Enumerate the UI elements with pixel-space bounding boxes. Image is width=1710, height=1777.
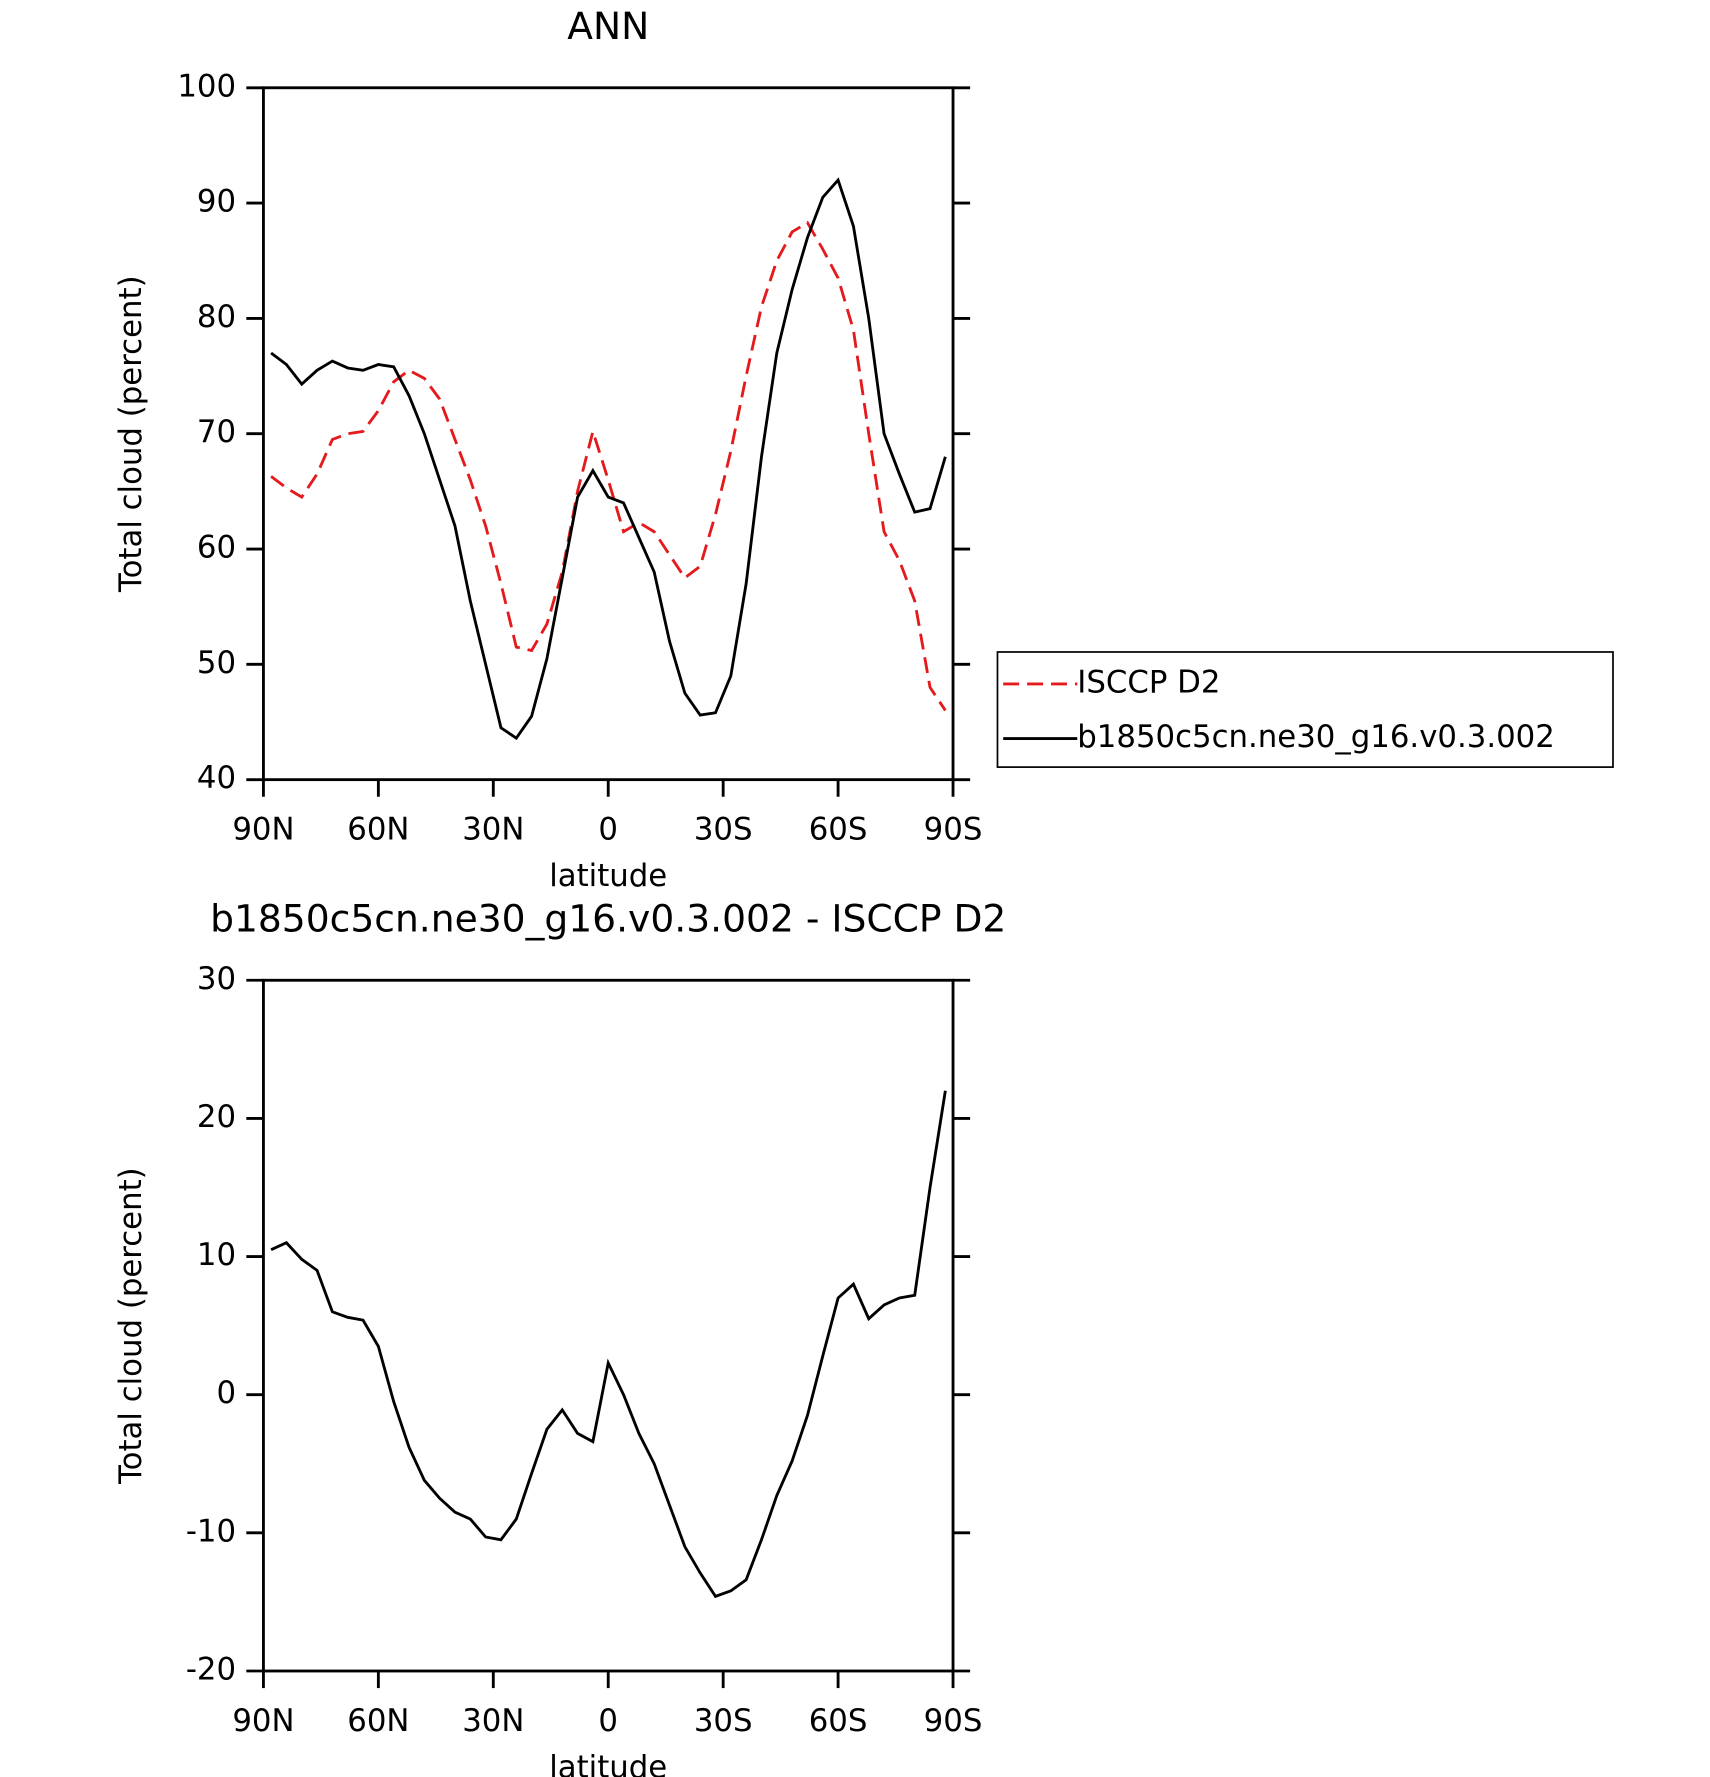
y-tick-label: 50 xyxy=(197,645,236,681)
y-tick-label: 10 xyxy=(197,1237,236,1273)
x-tick-label: 60N xyxy=(347,1703,409,1739)
x-tick-label: 90S xyxy=(924,811,983,847)
chart-title: b1850c5cn.ne30_g16.v0.3.002 - ISCCP D2 xyxy=(210,896,1006,940)
y-tick-label: 70 xyxy=(197,414,236,450)
y-tick-label: 80 xyxy=(197,299,236,335)
x-tick-label: 30N xyxy=(462,1703,524,1739)
y-tick-label: 0 xyxy=(216,1375,236,1411)
y-tick-label: 100 xyxy=(177,68,236,104)
legend-label: ISCCP D2 xyxy=(1077,664,1220,700)
y-tick-label: 90 xyxy=(197,184,236,220)
data-line xyxy=(270,220,947,712)
y-axis-label: Total cloud (percent) xyxy=(113,1167,149,1485)
chart-title: ANN xyxy=(567,4,649,48)
y-tick-label: -10 xyxy=(186,1513,236,1549)
x-tick-label: 90N xyxy=(232,811,294,847)
x-tick-label: 0 xyxy=(598,1703,618,1739)
plot-frame xyxy=(262,86,955,782)
x-tick-label: 90S xyxy=(924,1703,983,1739)
y-axis-label: Total cloud (percent) xyxy=(113,275,149,593)
x-tick-label: 30S xyxy=(694,1703,753,1739)
y-tick-label: 40 xyxy=(197,760,236,796)
x-tick-label: 90N xyxy=(232,1703,294,1739)
y-tick-label: 30 xyxy=(197,961,236,997)
x-tick-label: 30N xyxy=(462,811,524,847)
legend-box xyxy=(996,651,1614,768)
x-tick-label: 60S xyxy=(809,811,868,847)
data-line xyxy=(270,177,947,741)
y-tick-label: 60 xyxy=(197,530,236,566)
data-line xyxy=(270,1090,947,1599)
x-axis-label: latitude xyxy=(549,858,667,894)
y-tick-label: -20 xyxy=(186,1651,236,1687)
x-tick-label: 30S xyxy=(694,811,753,847)
x-tick-label: 60S xyxy=(809,1703,868,1739)
x-tick-label: 0 xyxy=(598,811,618,847)
x-axis-label: latitude xyxy=(549,1750,667,1777)
y-tick-label: 20 xyxy=(197,1099,236,1135)
x-tick-label: 60N xyxy=(347,811,409,847)
legend-label: b1850c5cn.ne30_g16.v0.3.002 xyxy=(1077,719,1555,755)
